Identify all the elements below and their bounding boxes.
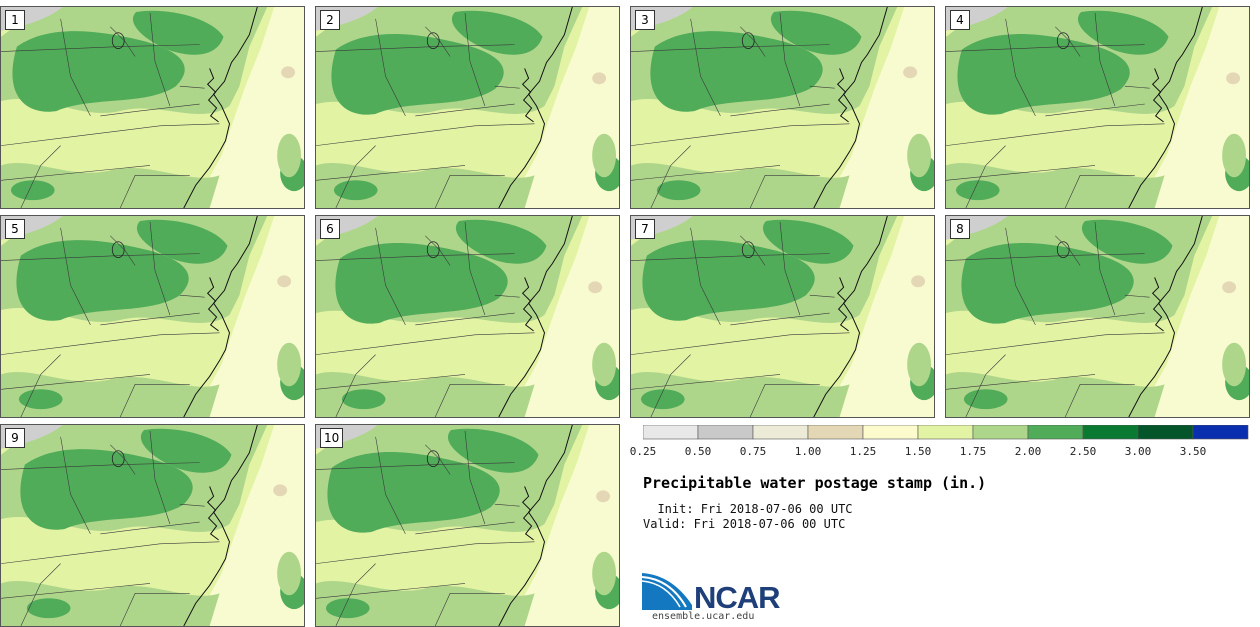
- member-panel: 4: [945, 6, 1250, 209]
- chart-title: Precipitable water postage stamp (in.): [643, 474, 987, 492]
- colorbar-tick-label: 3.00: [1124, 445, 1152, 458]
- ncar-logo: NCAR ensemble.ucar.edu: [642, 569, 792, 627]
- pw-map: [316, 216, 619, 417]
- pw-map: [316, 425, 619, 626]
- colorbar: [643, 425, 1249, 440]
- colorbar-tick-label: 1.50: [904, 445, 932, 458]
- colorbar-swatch: [972, 425, 1029, 440]
- member-panel: 1: [0, 6, 305, 209]
- pw-map: [1, 425, 304, 626]
- colorbar-tick-label: 1.25: [849, 445, 877, 458]
- colorbar-swatch: [1027, 425, 1084, 440]
- member-number-label: 8: [950, 219, 970, 239]
- colorbar-swatch: [1137, 425, 1194, 440]
- pw-map: [946, 216, 1249, 417]
- pw-map: [1, 7, 304, 208]
- member-number-label: 3: [635, 10, 655, 30]
- member-panel: 5: [0, 215, 305, 418]
- colorbar-swatch: [643, 425, 699, 440]
- member-panel: 8: [945, 215, 1250, 418]
- member-number-label: 9: [5, 428, 25, 448]
- pw-map: [631, 216, 934, 417]
- member-panel: 2: [315, 6, 620, 209]
- colorbar-tick-label: 2.50: [1069, 445, 1097, 458]
- colorbar-tick-label: 0.50: [684, 445, 712, 458]
- colorbar-tick-label: 2.00: [1014, 445, 1042, 458]
- colorbar-swatch: [752, 425, 809, 440]
- colorbar-swatch: [917, 425, 974, 440]
- member-number-label: 1: [5, 10, 25, 30]
- colorbar-tick-label: 1.75: [959, 445, 987, 458]
- member-panel: 7: [630, 215, 935, 418]
- colorbar-swatch: [697, 425, 754, 440]
- ncar-url: ensemble.ucar.edu: [652, 611, 755, 622]
- member-number-label: 5: [5, 219, 25, 239]
- member-number-label: 4: [950, 10, 970, 30]
- member-number-label: 10: [320, 428, 344, 448]
- member-panel: 10: [315, 424, 620, 627]
- colorbar-tick-label: 1.00: [794, 445, 822, 458]
- valid-time: Valid: Fri 2018-07-06 00 UTC: [643, 517, 846, 531]
- member-number-label: 7: [635, 219, 655, 239]
- colorbar-swatch: [1192, 425, 1249, 440]
- member-panel: 9: [0, 424, 305, 627]
- colorbar-swatch: [807, 425, 864, 440]
- init-time: Init: Fri 2018-07-06 00 UTC: [643, 502, 853, 516]
- pw-map: [1, 216, 304, 417]
- pw-map: [316, 7, 619, 208]
- colorbar-tick-label: 0.25: [629, 445, 657, 458]
- member-number-label: 6: [320, 219, 340, 239]
- member-number-label: 2: [320, 10, 340, 30]
- member-panel: 3: [630, 6, 935, 209]
- pw-map: [946, 7, 1249, 208]
- member-panel: 6: [315, 215, 620, 418]
- pw-map: [631, 7, 934, 208]
- colorbar-swatch: [1082, 425, 1139, 440]
- colorbar-tick-label: 0.75: [739, 445, 767, 458]
- colorbar-swatch: [862, 425, 919, 440]
- ncar-swoosh-icon: [642, 573, 692, 610]
- ncar-logo-text: NCAR: [694, 580, 781, 615]
- colorbar-tick-label: 3.50: [1179, 445, 1207, 458]
